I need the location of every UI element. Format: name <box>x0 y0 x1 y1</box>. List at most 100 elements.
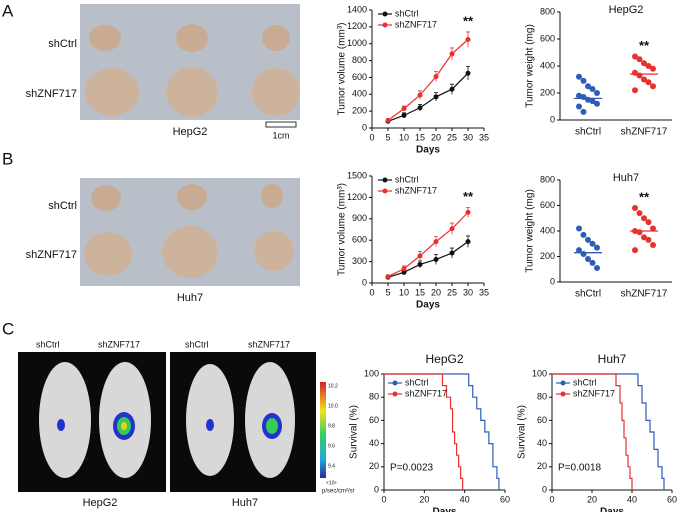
chart-title: Huh7 <box>613 172 639 184</box>
x-tick-label: 20 <box>431 132 441 142</box>
x-tick-label: 20 <box>587 494 597 504</box>
survival-curve <box>384 373 464 490</box>
survival-curve <box>552 373 665 490</box>
legend-label: shZNF717 <box>395 185 437 195</box>
survival-curve <box>552 373 633 490</box>
data-point <box>401 266 407 272</box>
data-point <box>641 60 647 67</box>
x-tick-label: 35 <box>479 287 489 297</box>
legend-label: shZNF717 <box>395 19 437 29</box>
x-tick-label: shZNF717 <box>621 127 668 138</box>
data-point <box>636 72 643 79</box>
row-label: shZNF717 <box>26 249 77 261</box>
data-point <box>589 85 596 92</box>
colorbar-tick: 9.4 <box>328 463 335 469</box>
x-tick-label: 40 <box>460 494 470 504</box>
data-point <box>576 247 582 254</box>
y-tick-label: 0 <box>550 114 555 124</box>
data-point <box>641 76 647 83</box>
data-point <box>632 247 638 254</box>
data-point <box>650 65 656 72</box>
colorbar-tick: 9.8 <box>328 423 335 429</box>
data-point <box>650 242 656 249</box>
y-tick-label: 300 <box>352 256 367 266</box>
annotation: ** <box>463 189 474 204</box>
y-axis-label: Survival (%) <box>349 405 360 459</box>
data-point <box>576 103 582 110</box>
data-point <box>594 100 600 107</box>
photo-caption: Huh7 <box>177 292 203 304</box>
chart-title: HepG2 <box>609 4 644 16</box>
data-point <box>580 231 587 238</box>
x-axis-label: Days <box>600 507 624 512</box>
row-label: shCtrl <box>48 200 77 212</box>
y-tick-label: 600 <box>352 235 367 245</box>
x-axis-label: Days <box>433 507 457 512</box>
photo-caption: HepG2 <box>83 497 118 509</box>
data-point <box>632 53 638 60</box>
data-point <box>636 56 643 63</box>
data-point <box>585 236 591 243</box>
legend-marker <box>382 22 388 28</box>
chart-title: HepG2 <box>425 352 463 366</box>
x-axis-label: Days <box>416 300 440 311</box>
x-tick-label: 0 <box>549 494 554 504</box>
data-point <box>589 98 596 105</box>
data-point <box>449 250 455 256</box>
column-label: shCtrl <box>36 339 60 349</box>
legend-label: shCtrl <box>573 377 597 387</box>
panel-label: C <box>2 319 14 338</box>
y-tick-label: 600 <box>540 33 555 43</box>
series-line <box>387 72 469 122</box>
colorbar-unit: p/sec/cm²/sr <box>322 489 355 495</box>
x-tick-label: 15 <box>415 287 425 297</box>
x-tick-label: 25 <box>447 287 457 297</box>
y-tick-label: 1200 <box>347 192 367 202</box>
data-point <box>417 253 423 259</box>
x-tick-label: 40 <box>627 494 637 504</box>
y-tick-label: 1000 <box>347 38 367 48</box>
scale-label: 1cm <box>272 130 289 140</box>
data-point <box>433 94 439 100</box>
x-tick-label: 0 <box>381 494 386 504</box>
x-tick-label: 30 <box>463 287 473 297</box>
y-tick-label: 800 <box>352 55 367 65</box>
data-point <box>589 240 596 247</box>
y-tick-label: 0 <box>542 484 547 494</box>
legend-label: shCtrl <box>405 377 429 387</box>
data-point <box>580 108 587 115</box>
x-tick-label: 10 <box>399 132 409 142</box>
photo-caption: Huh7 <box>232 497 258 509</box>
data-point <box>641 234 647 241</box>
x-tick-label: 60 <box>667 494 677 504</box>
x-tick-label: 30 <box>463 132 473 142</box>
tumor-photo <box>80 4 300 120</box>
annotation: ** <box>639 38 650 53</box>
colorbar-exponent: ×10⁸ <box>326 480 337 486</box>
data-point <box>585 83 591 90</box>
y-tick-label: 100 <box>364 368 379 378</box>
legend-label: shZNF717 <box>573 388 615 398</box>
y-tick-label: 60 <box>369 415 379 425</box>
x-tick-label: 10 <box>399 287 409 297</box>
data-point <box>401 106 407 112</box>
y-tick-label: 80 <box>537 392 547 402</box>
data-point <box>417 92 423 98</box>
legend-label: shCtrl <box>395 8 419 18</box>
data-point <box>594 90 600 96</box>
data-point <box>385 274 391 280</box>
survival-curve <box>384 373 500 490</box>
y-tick-label: 400 <box>540 225 555 235</box>
data-point <box>576 73 582 80</box>
x-tick-label: shZNF717 <box>621 289 668 300</box>
data-point <box>433 239 439 245</box>
y-tick-label: 1500 <box>347 170 367 180</box>
bioluminescence-photo <box>18 352 326 492</box>
data-point <box>632 205 638 212</box>
legend-marker <box>392 391 398 397</box>
x-axis-label: Days <box>416 145 440 156</box>
legend-marker <box>560 391 566 397</box>
annotation: ** <box>639 189 650 204</box>
row-label: shZNF717 <box>26 88 77 100</box>
y-tick-label: 800 <box>540 174 555 184</box>
